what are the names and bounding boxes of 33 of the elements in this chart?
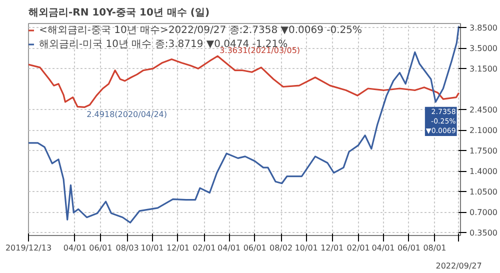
x-tick-label: 06/01 [397, 244, 421, 252]
x-tick-label: 08/03 [116, 244, 139, 252]
line-series [28, 26, 460, 224]
y-tick-label: 0.7000 [470, 208, 498, 218]
y-tick-label: 0.3500 [470, 228, 498, 238]
x-tick-label: 08/02 [270, 244, 293, 252]
text: 2022/09/27 [436, 262, 482, 270]
x-tick-label: 04/01 [218, 244, 241, 252]
y-tick-label: 3.8500 [470, 24, 498, 33]
x-tick-label: 06/01 [243, 244, 266, 252]
annotation: 3.3631(2021/03/05) [220, 46, 300, 56]
y-tick-label: 1.4000 [470, 167, 498, 176]
line-series [28, 55, 460, 108]
y-tick-label: 2.4500 [470, 106, 498, 115]
y-tick-label: 3.5000 [470, 44, 498, 54]
x-tick-label: 02/01 [346, 244, 370, 252]
x-tick-label: 04/01 [63, 244, 86, 252]
y-tick-label: 1.0500 [470, 188, 498, 197]
x-tick-label: 10/01 [140, 244, 164, 252]
x-tick-label: 2019/12/13 [5, 244, 52, 252]
x-tick-label: 12/01 [166, 244, 190, 252]
annotation: 2.4918(2020/04/24) [86, 110, 168, 120]
x-tick-label: 02/01 [192, 244, 216, 252]
x-tick-label: 12/01 [320, 244, 344, 252]
x-tick-label: 08/01 [423, 244, 446, 252]
y-tick-label: 1.7500 [470, 146, 498, 156]
y-tick-label: 3.1500 [470, 64, 498, 74]
x-tick-label: 06/01 [89, 244, 112, 252]
y-tick-label: 2.1000 [470, 126, 498, 136]
legend-label: <해외금리-중국 10년 매수>2022/09/27 종:2.7358 ▼0.0069 -0.25% [39, 24, 362, 37]
x-tick-label: 10/01 [294, 244, 318, 252]
x-tick-label: 04/01 [372, 244, 395, 252]
chart-title: 해외금리-RN 10Y-중국 10년 매수 (일) [28, 8, 210, 18]
